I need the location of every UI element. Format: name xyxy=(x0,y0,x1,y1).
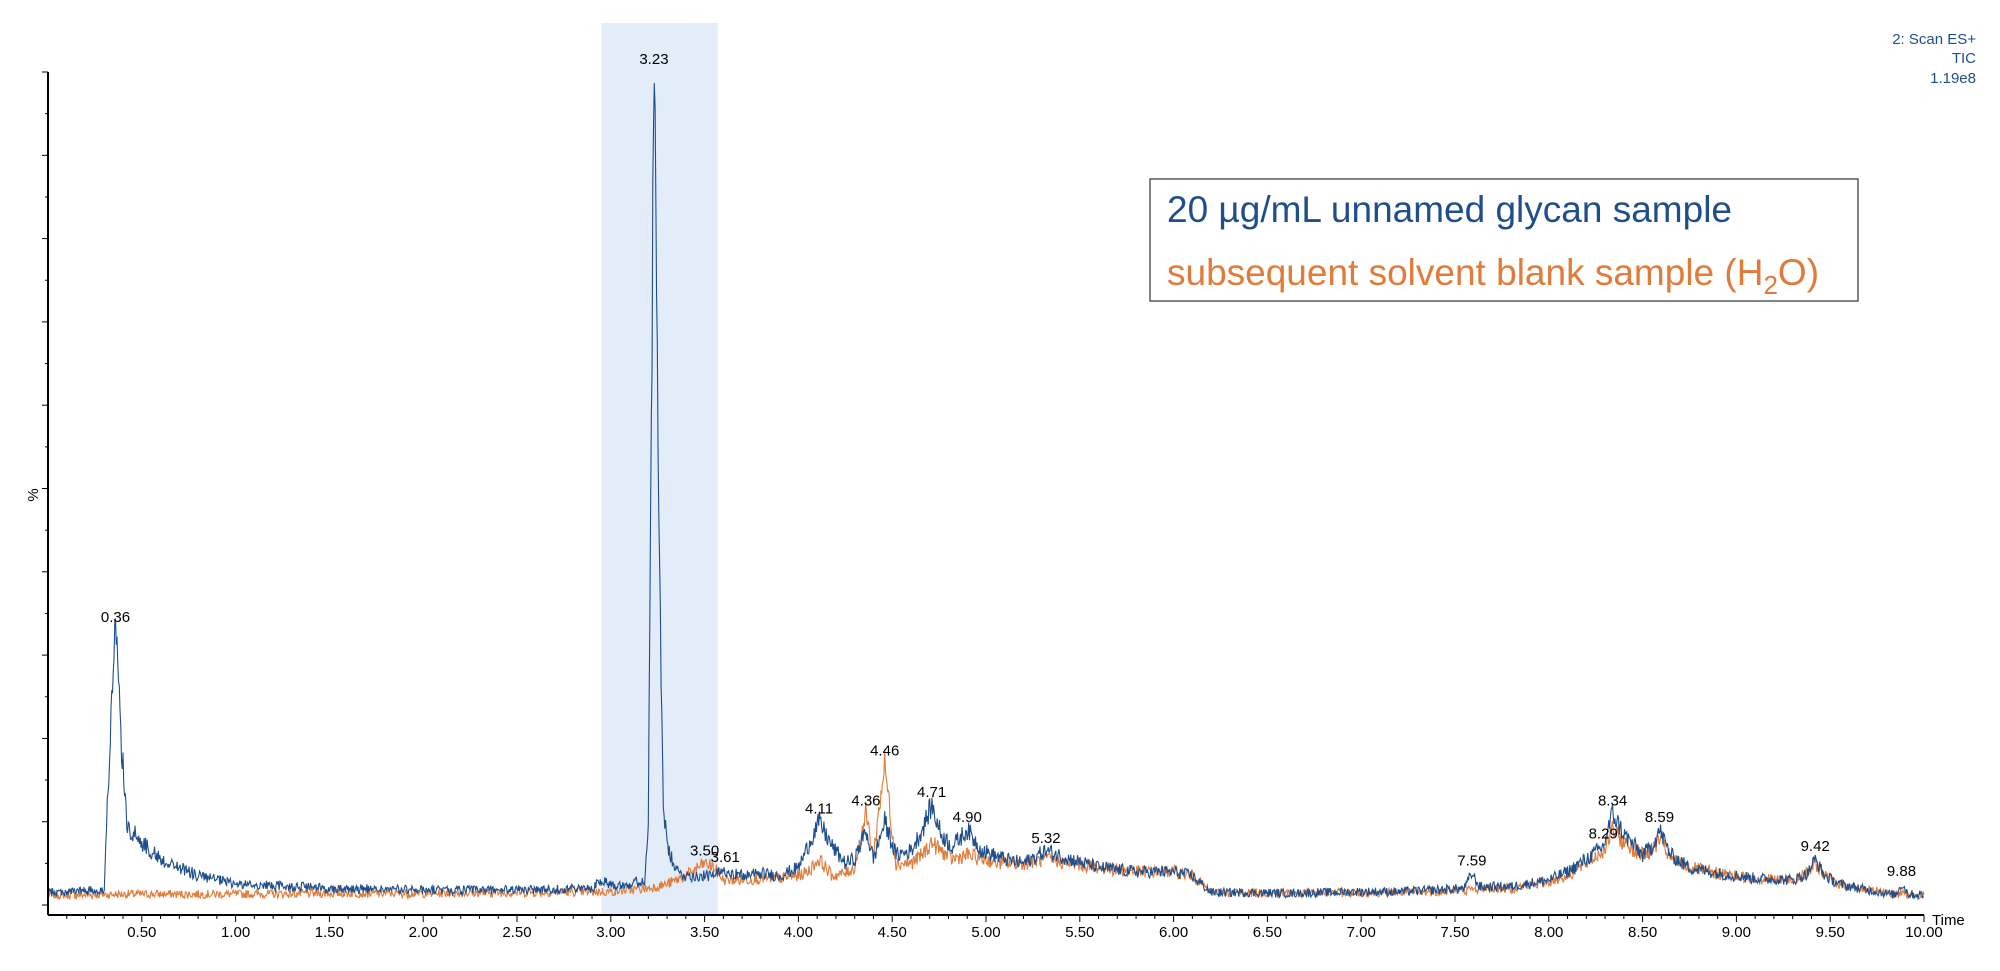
highlight-region xyxy=(601,23,718,915)
peak-label: 4.90 xyxy=(953,809,982,826)
peak-label: 5.32 xyxy=(1031,830,1060,847)
legend-entry-blank-sub: 2 xyxy=(1763,270,1777,300)
y-axis-ticks xyxy=(42,71,48,906)
x-axis-label: Time xyxy=(1932,912,1965,929)
scan-info: 2: Scan ES+ TIC 1.19e8 xyxy=(1892,31,1976,87)
peak-label: 4.36 xyxy=(851,792,880,809)
x-tick-label: 2.50 xyxy=(502,924,531,941)
peak-label: 3.61 xyxy=(711,849,740,866)
x-tick-label: 4.00 xyxy=(784,924,813,941)
x-tick-label: 5.50 xyxy=(1065,924,1094,941)
x-tick-label: 4.50 xyxy=(878,924,907,941)
x-tick-label: 6.50 xyxy=(1253,924,1282,941)
peak-label: 8.34 xyxy=(1598,792,1627,809)
peak-labels: 0.36 3.23 3.503.61 4.11 4.36 4.46 4.71 4.90 5.32… xyxy=(101,51,1916,880)
series-lines xyxy=(47,82,1925,901)
legend: 20 µg/mL unnamed glycan sample subsequen… xyxy=(1149,178,1859,302)
peak-label: 4.71 xyxy=(917,784,946,801)
x-tick-label: 3.50 xyxy=(690,924,719,941)
legend-box xyxy=(1149,178,1859,302)
legend-entry-blank-post: O) xyxy=(1778,252,1819,293)
x-tick-label: 8.00 xyxy=(1534,924,1563,941)
legend-entry-blank: subsequent solvent blank sample (H2O) xyxy=(1167,252,1819,300)
x-tick-label: 3.00 xyxy=(596,924,625,941)
peak-label: 9.42 xyxy=(1801,838,1830,855)
legend-entry-glycan: 20 µg/mL unnamed glycan sample xyxy=(1167,189,1732,230)
x-tick-label: 5.00 xyxy=(971,924,1000,941)
series-line-blank xyxy=(47,748,1925,901)
peak-label: 3.50 xyxy=(690,842,719,859)
peak-label: 4.11 xyxy=(805,801,833,818)
peak-label: 7.59 xyxy=(1457,852,1486,869)
x-axis-ticks: 0.50 1.00 1.50 2.00 2.50 3.00 3.50 4.00 4.50 5.00… xyxy=(66,915,1943,941)
scan-mode-label: 2: Scan ES+ xyxy=(1892,31,1976,48)
x-tick-label: 7.50 xyxy=(1440,924,1469,941)
x-tick-label: 0.50 xyxy=(127,924,156,941)
x-tick-label: 2.00 xyxy=(409,924,438,941)
peak-label: 8.29 xyxy=(1589,826,1618,843)
legend-entry-blank-pre: subsequent solvent blank sample (H xyxy=(1167,252,1763,293)
x-tick-label: 8.50 xyxy=(1628,924,1657,941)
y-axis-label: % xyxy=(25,488,42,501)
x-tick-label: 7.00 xyxy=(1347,924,1376,941)
x-tick-label: 9.50 xyxy=(1816,924,1845,941)
x-tick-label: 10.00 xyxy=(1905,924,1943,941)
x-tick-label: 1.50 xyxy=(315,924,344,941)
peak-label: 0.36 xyxy=(101,609,130,626)
peak-label: 3.23 xyxy=(639,51,668,68)
x-tick-label: 6.00 xyxy=(1159,924,1188,941)
series-line-glycan xyxy=(47,82,1924,901)
scan-type-label: TIC xyxy=(1952,50,1976,67)
x-tick-label: 1.00 xyxy=(221,924,250,941)
scan-intensity-label: 1.19e8 xyxy=(1930,70,1976,87)
peak-label: 9.88 xyxy=(1887,863,1916,880)
peak-label: 8.59 xyxy=(1645,809,1674,826)
x-tick-label: 9.00 xyxy=(1722,924,1751,941)
peak-label: 4.46 xyxy=(870,742,899,759)
